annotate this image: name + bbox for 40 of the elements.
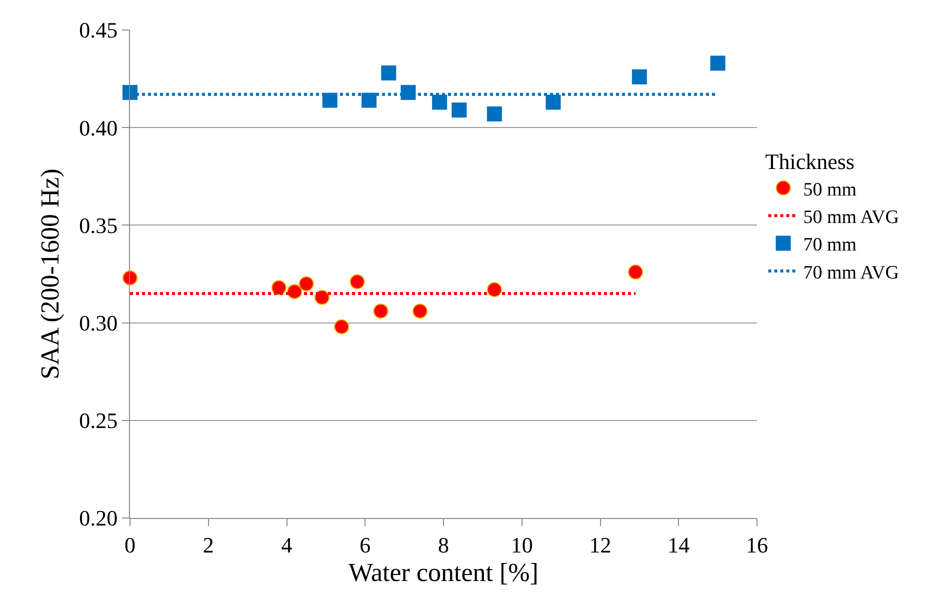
point	[350, 274, 365, 290]
point	[122, 270, 138, 286]
point	[373, 304, 388, 319]
point	[412, 304, 428, 319]
legend-title: Thickness	[765, 149, 854, 174]
point	[546, 94, 561, 110]
point	[432, 94, 448, 110]
legend-label: 70 mm AVG	[803, 262, 900, 284]
x-tick-label: 10	[510, 532, 533, 558]
x-tick-label: 8	[438, 532, 449, 558]
x-tick-label: 2	[202, 532, 214, 558]
y-tick-label: 0.25	[79, 408, 118, 434]
point	[362, 92, 377, 108]
point	[710, 56, 726, 71]
x-tick-label: 12	[589, 532, 612, 558]
x-tick-label: 16	[746, 532, 768, 558]
legend-label: 50 mm AVG	[803, 207, 900, 228]
point	[298, 276, 314, 292]
point	[486, 282, 502, 298]
y-tick-label: 0.35	[79, 212, 118, 238]
point	[381, 65, 396, 80]
legend-label: 70 mm	[803, 234, 857, 256]
y-tick-label: 0.45	[79, 18, 118, 43]
point	[632, 69, 647, 84]
y-tick-label: 0.30	[79, 310, 118, 336]
point	[486, 106, 502, 122]
point	[628, 264, 644, 280]
point	[334, 319, 350, 334]
y-axis-title: SAA (200-1600 Hz)	[36, 168, 64, 380]
x-tick-label: 4	[281, 532, 292, 558]
x-tick-label: 14	[668, 532, 690, 558]
y-tick-label: 0.20	[79, 506, 118, 531]
x-tick-label: 0	[124, 532, 136, 558]
point	[452, 102, 467, 118]
x-axis-title: Water content [%]	[348, 558, 538, 588]
y-tick-label: 0.40	[79, 115, 118, 140]
point	[271, 280, 286, 296]
x-tick-label: 6	[360, 532, 371, 558]
legend-label: 50 mm	[803, 179, 857, 200]
point	[314, 290, 330, 305]
